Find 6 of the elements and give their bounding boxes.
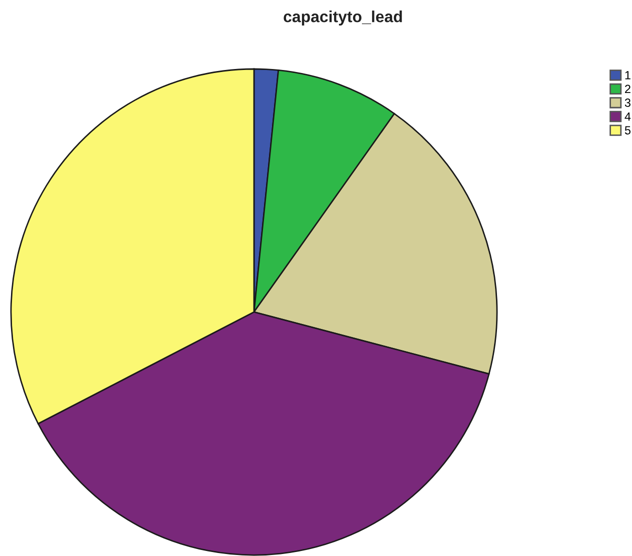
legend-label: 5 (624, 126, 630, 134)
chart-title: capacityto_lead (284, 10, 402, 26)
legend-label: 1 (625, 71, 630, 80)
legend-label: 4 (624, 112, 631, 121)
legend-label: 3 (624, 98, 630, 107)
legend-label: 2 (625, 84, 630, 94)
